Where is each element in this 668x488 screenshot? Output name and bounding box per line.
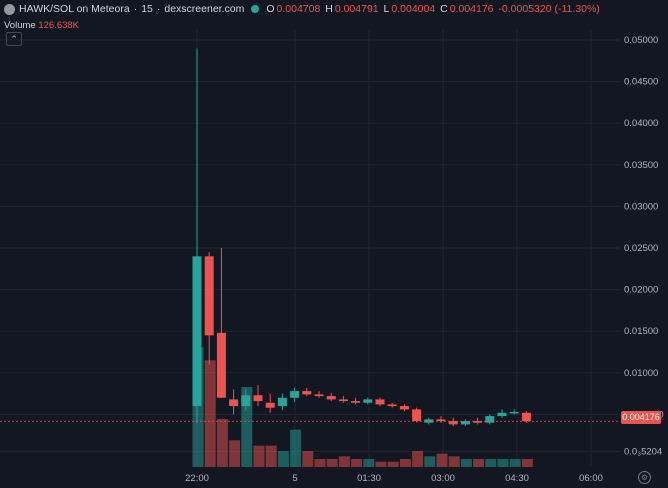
token-logo-icon <box>4 3 15 15</box>
x-tick-label: 03:00 <box>431 473 455 484</box>
ohlc-values: O 0.004708 H 0.004791 L 0.004004 C 0.004176 … <box>266 3 601 15</box>
volume-bar <box>363 459 375 467</box>
candle-body <box>302 391 312 395</box>
candle-body <box>204 256 214 336</box>
y-tick-label: 0.05000 <box>624 35 658 46</box>
candle-body <box>338 399 348 402</box>
candle-body <box>485 416 495 423</box>
candle-body <box>436 419 446 422</box>
volume-bar <box>204 360 216 467</box>
volume-bar <box>448 456 460 467</box>
y-axis-tick-labels: 0.05000 0.04500 0.04000 0.03500 0.03000 0.025… <box>624 35 664 458</box>
volume-bar <box>241 387 253 467</box>
volume-bar <box>229 440 241 467</box>
volume-bar <box>253 445 265 467</box>
candle-body <box>290 391 300 398</box>
x-axis-tick-labels: 22:00 5 01:30 03:00 04:30 06:00 <box>185 473 603 484</box>
candle-body <box>448 421 458 425</box>
candle-body <box>241 395 251 407</box>
candle-body <box>277 397 287 407</box>
candle-body <box>351 401 361 403</box>
volume-label: Volume <box>4 20 36 31</box>
close-value: 0.004176 <box>449 3 494 15</box>
candle-body <box>229 399 239 407</box>
candle-body <box>192 256 202 407</box>
volume-bar <box>436 453 448 467</box>
open-label: O <box>266 3 275 15</box>
y-tick-label: 0.03500 <box>624 160 658 171</box>
volume-bar <box>375 461 387 467</box>
candle-body <box>216 332 226 398</box>
volume-bar <box>216 419 228 467</box>
low-label: L <box>383 3 390 15</box>
candle-body <box>460 421 470 425</box>
x-tick-label: 04:30 <box>505 473 529 484</box>
market-status-icon <box>251 5 260 13</box>
y-tick-label: 0.04500 <box>624 77 658 88</box>
candle-body <box>265 402 275 408</box>
volume-bar <box>424 456 436 467</box>
volume-bar <box>412 451 424 467</box>
interval-label[interactable]: 15 <box>141 3 153 15</box>
volume-bar <box>497 459 509 467</box>
y-tick-label: 0.0₃5204 <box>624 447 662 458</box>
volume-bars <box>192 347 533 467</box>
volume-bar <box>399 459 411 467</box>
volume-bar <box>302 451 314 467</box>
volume-bar <box>485 459 497 467</box>
volume-bar <box>338 456 350 467</box>
volume-bar <box>521 459 533 467</box>
y-tick-label: 0.01500 <box>624 326 658 337</box>
candle-body <box>473 421 483 423</box>
collapse-legend-button[interactable]: ⌃ <box>6 32 22 46</box>
x-tick-label: 22:00 <box>185 473 209 484</box>
volume-bar <box>509 459 521 467</box>
x-tick-label: 06:00 <box>579 473 603 484</box>
candles <box>192 48 531 427</box>
chart-settings-icon[interactable]: ⚙ <box>638 471 651 484</box>
volume-bar <box>326 459 338 467</box>
y-tick-label: 0.01000 <box>624 368 658 379</box>
volume-bar <box>473 459 485 467</box>
candle-body <box>314 394 324 397</box>
volume-bar <box>277 451 289 467</box>
volume-bar <box>192 347 204 467</box>
candle-body <box>497 412 507 417</box>
last-price-tag: 0.004176 <box>621 411 661 424</box>
x-tick-label: 01:30 <box>357 473 381 484</box>
candle-body <box>253 395 263 402</box>
y-tick-label: 0.04000 <box>624 118 658 129</box>
volume-bar <box>314 459 326 467</box>
candle-body <box>509 411 519 414</box>
volume-bar <box>265 445 277 467</box>
candle-body <box>326 396 336 400</box>
y-tick-label: 0.03000 <box>624 201 658 212</box>
volume-legend: Volume 126.638K <box>4 20 79 31</box>
close-label: C <box>440 3 448 15</box>
candle-body <box>363 399 373 403</box>
volume-bar <box>351 459 363 467</box>
low-value: 0.004004 <box>391 3 436 15</box>
volume-value: 126.638K <box>38 20 80 31</box>
volume-bar <box>290 429 302 467</box>
volume-bar <box>460 459 472 467</box>
candle-body <box>399 406 409 410</box>
change-value: -0.0005320 (-11.30%) <box>498 3 600 15</box>
volume-bar <box>387 461 399 467</box>
y-tick-label: 0.02500 <box>624 243 658 254</box>
candle-body <box>521 412 531 422</box>
high-label: H <box>325 3 333 15</box>
high-value: 0.004791 <box>334 3 379 15</box>
y-tick-label: 0.02000 <box>624 285 658 296</box>
grid-lines <box>0 30 620 466</box>
x-tick-label: 5 <box>292 473 297 484</box>
open-value: 0.004708 <box>276 3 321 15</box>
candle-body <box>375 399 385 405</box>
chart-header: HAWK/SOL on Meteora · 15 · dexscreener.c… <box>4 3 602 15</box>
candle-body <box>387 404 397 407</box>
source-label: dexscreener.com <box>164 3 245 15</box>
pair-title: HAWK/SOL on Meteora <box>19 3 130 15</box>
candle-body <box>412 409 422 422</box>
